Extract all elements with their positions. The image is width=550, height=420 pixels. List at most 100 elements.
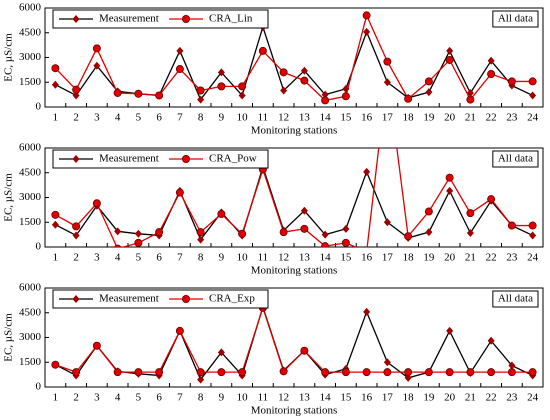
y-tick-label: 6000 <box>19 282 42 294</box>
marker <box>466 228 474 237</box>
marker <box>238 91 246 100</box>
marker <box>342 84 350 93</box>
marker <box>113 88 122 97</box>
marker <box>197 235 205 244</box>
x-tick-label: 18 <box>403 392 415 404</box>
x-tick-label: 2 <box>73 252 79 264</box>
marker <box>424 77 433 86</box>
legend-box <box>52 149 269 169</box>
annotation: All data <box>498 13 533 25</box>
x-tick-label: 9 <box>219 252 225 264</box>
marker <box>507 221 516 230</box>
marker <box>300 76 309 85</box>
x-tick-label: 7 <box>177 392 183 404</box>
marker <box>341 238 350 247</box>
x-tick-label: 16 <box>361 392 373 404</box>
marker <box>175 188 184 197</box>
marker <box>51 220 59 229</box>
legend-label: Measurement <box>99 293 159 305</box>
marker <box>217 368 226 377</box>
marker <box>383 358 391 367</box>
marker <box>404 232 413 241</box>
marker <box>92 341 101 350</box>
series-line <box>55 164 533 241</box>
marker <box>466 95 475 104</box>
marker <box>321 96 330 105</box>
y-tick-label: 4500 <box>19 166 42 178</box>
marker <box>238 229 247 238</box>
y-tick-label: 3000 <box>19 331 42 343</box>
marker <box>113 368 122 377</box>
marker <box>300 66 308 75</box>
marker <box>72 295 80 303</box>
marker <box>92 199 101 208</box>
x-tick-label: 5 <box>136 112 142 124</box>
marker <box>445 173 454 182</box>
marker <box>507 368 516 377</box>
legend-label: Measurement <box>99 153 159 165</box>
x-tick-label: 24 <box>527 252 539 264</box>
marker <box>529 231 537 240</box>
y-tick-label: 1500 <box>19 76 42 88</box>
x-tick-label: 5 <box>136 392 142 404</box>
x-tick-label: 3 <box>94 392 100 404</box>
x-tick-label: 23 <box>506 112 518 124</box>
y-tick-label: 0 <box>36 241 42 253</box>
x-tick-label: 22 <box>486 392 497 404</box>
marker <box>51 80 59 89</box>
x-tick-label: 1 <box>53 392 59 404</box>
x-tick-label: 14 <box>320 392 332 404</box>
x-tick-label: 18 <box>403 112 415 124</box>
marker <box>197 95 205 104</box>
x-tick-label: 10 <box>237 112 249 124</box>
legend-label: Measurement <box>99 13 159 25</box>
marker <box>383 57 392 66</box>
marker <box>362 368 371 377</box>
x-tick-label: 8 <box>198 252 204 264</box>
x-tick-label: 6 <box>156 112 162 124</box>
marker <box>113 244 122 247</box>
x-tick-label: 22 <box>486 252 497 264</box>
x-tick-label: 18 <box>403 252 415 264</box>
x-tick-label: 7 <box>177 252 183 264</box>
x-axis-title: Monitoring stations <box>251 405 337 417</box>
x-tick-label: 17 <box>382 112 394 124</box>
marker <box>238 82 247 91</box>
marker <box>300 206 308 215</box>
marker <box>300 224 309 233</box>
x-tick-label: 21 <box>465 112 476 124</box>
series-line <box>55 24 533 101</box>
marker <box>300 346 309 355</box>
y-axis-title: EC, µS/cm <box>3 313 15 362</box>
y-tick-label: 3000 <box>19 51 42 63</box>
marker <box>176 46 184 55</box>
marker <box>363 27 371 36</box>
marker <box>217 68 225 77</box>
marker <box>114 227 122 236</box>
marker <box>507 77 516 86</box>
legend-box <box>52 289 269 309</box>
x-tick-label: 12 <box>278 252 289 264</box>
x-tick-label: 14 <box>320 112 332 124</box>
marker <box>72 222 81 231</box>
marker <box>51 210 60 219</box>
marker <box>51 360 60 369</box>
y-axis-title: EC, µS/cm <box>3 173 15 222</box>
marker <box>321 242 330 247</box>
marker <box>383 218 391 227</box>
x-tick-label: 24 <box>527 112 539 124</box>
marker <box>528 221 537 230</box>
marker <box>238 368 247 377</box>
series-line <box>55 304 533 381</box>
x-tick-label: 11 <box>258 252 269 264</box>
x-tick-label: 23 <box>506 392 518 404</box>
x-tick-label: 13 <box>299 252 311 264</box>
marker <box>321 368 330 377</box>
x-tick-label: 16 <box>361 112 373 124</box>
marker <box>487 336 495 345</box>
x-tick-label: 15 <box>340 252 352 264</box>
marker <box>487 195 496 204</box>
x-tick-label: 1 <box>53 252 59 264</box>
x-tick-label: 19 <box>423 392 435 404</box>
